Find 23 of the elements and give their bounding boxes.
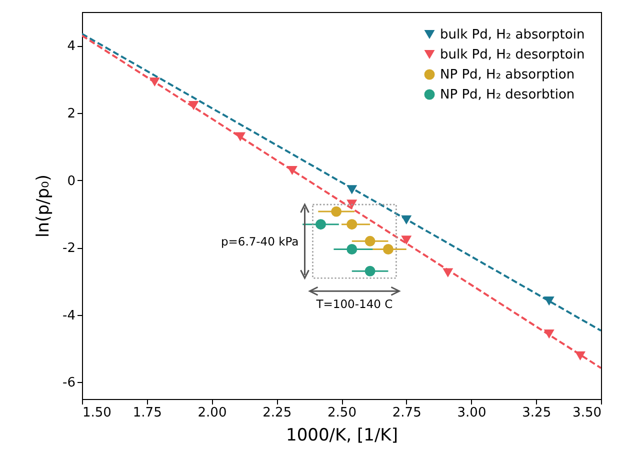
y-tick-label: 2 bbox=[67, 106, 76, 122]
x-tick-label: 3.25 bbox=[522, 406, 552, 420]
x-tick-label: 1.50 bbox=[82, 406, 112, 420]
x-tick-label: 3.00 bbox=[457, 406, 486, 420]
legend-label: NP Pd, H₂ absorption bbox=[440, 68, 575, 82]
y-tick-label: -4 bbox=[62, 308, 76, 324]
x-tick-label: 1.75 bbox=[132, 406, 162, 420]
y-tick-label: -6 bbox=[62, 376, 76, 391]
x-tick-label: 2.00 bbox=[198, 406, 227, 420]
y-tick-label: 0 bbox=[67, 174, 76, 189]
x-tick-label: 2.25 bbox=[262, 406, 292, 420]
y-tick-label: -2 bbox=[62, 241, 76, 256]
legend-label: NP Pd, H₂ desorbtion bbox=[440, 88, 575, 102]
legend-label: bulk Pd, H₂ desorptoin bbox=[440, 48, 585, 62]
legend-label: bulk Pd, H₂ absorptoin bbox=[440, 28, 585, 42]
x-axis-title: 1000/K, [1/K] bbox=[286, 426, 398, 446]
annotation: p=6.7-40 kPa bbox=[220, 234, 299, 248]
y-tick-label: 4 bbox=[67, 39, 76, 54]
x-tick-label: 3.50 bbox=[572, 406, 602, 420]
x-tick-label: 2.50 bbox=[328, 406, 356, 420]
y-axis-title: ln(p/p₀) bbox=[34, 174, 54, 238]
x-tick-label: 2.75 bbox=[392, 406, 422, 420]
annotation: T=100-140 C bbox=[315, 297, 393, 312]
